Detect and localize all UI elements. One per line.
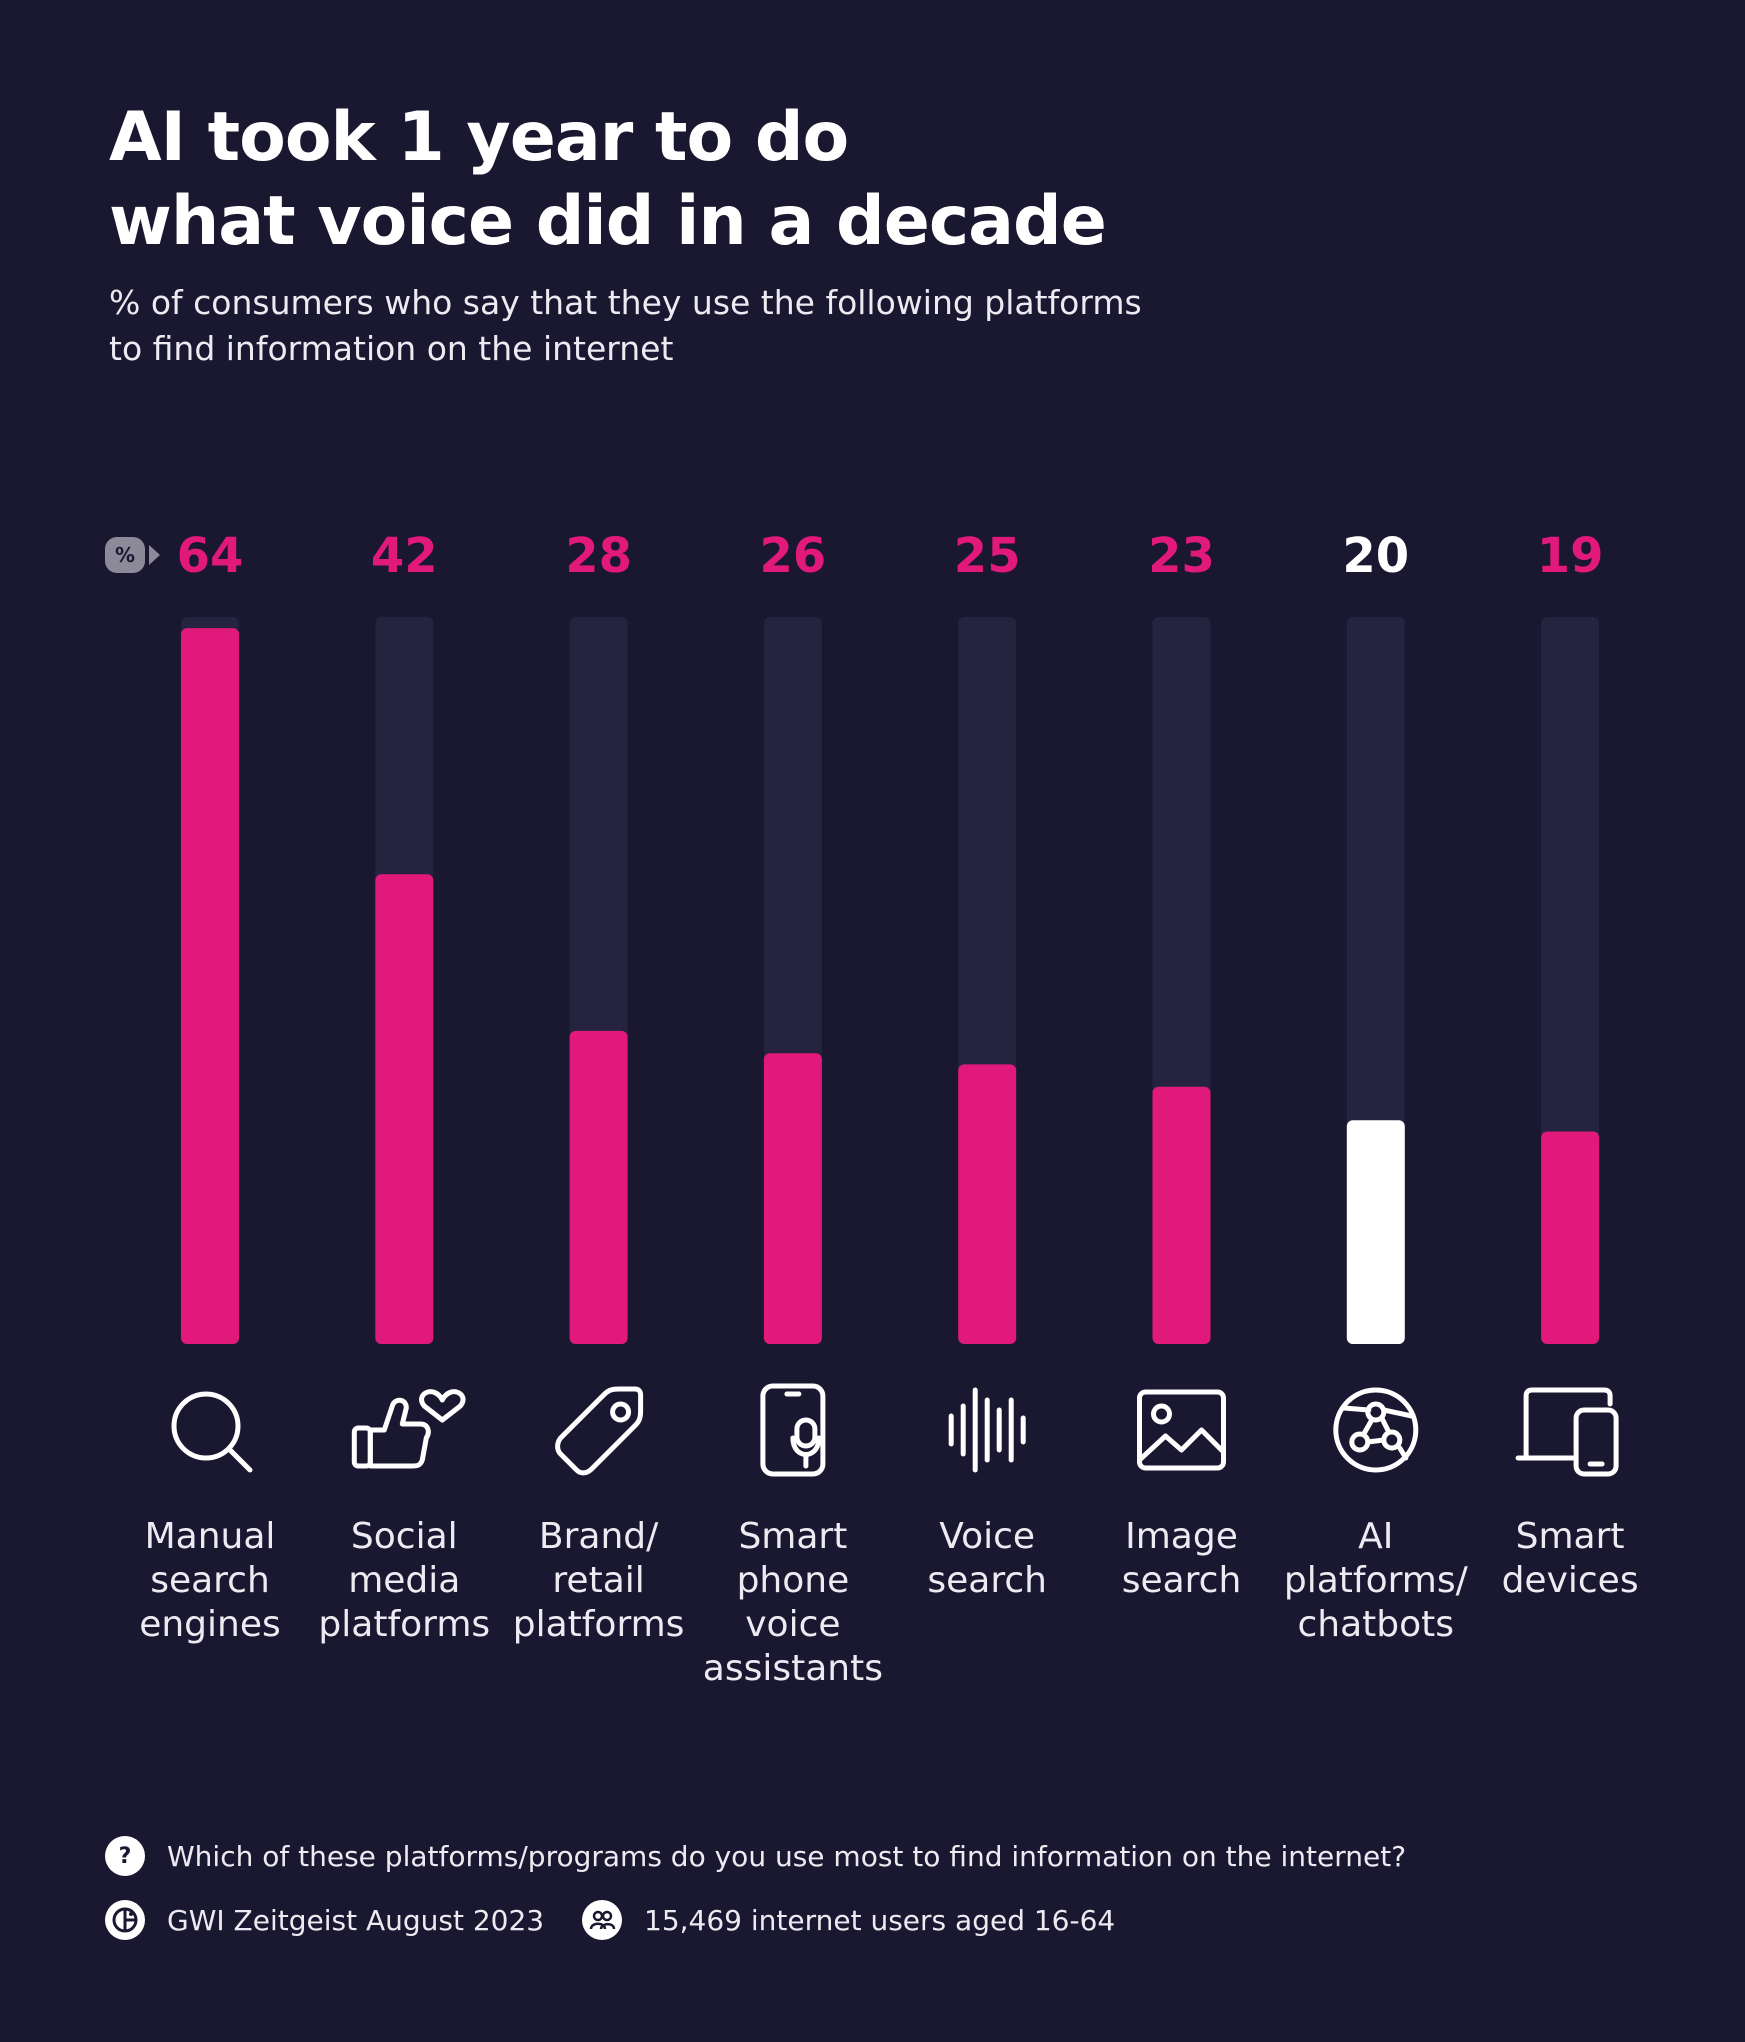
users-icon — [582, 1900, 622, 1940]
category-label-line: retail — [552, 1560, 644, 1601]
ai-network-icon — [1333, 1387, 1419, 1473]
category-label-line: voice — [745, 1604, 840, 1645]
devices-icon — [1515, 1387, 1619, 1477]
bar — [763, 1053, 822, 1344]
category-label: Image search — [1122, 1516, 1242, 1601]
search-icon — [171, 1391, 253, 1473]
bar — [958, 1064, 1017, 1344]
bar-value-label: 64 — [177, 528, 244, 584]
category-label-line: AI — [1358, 1516, 1393, 1557]
bar — [1346, 1120, 1405, 1344]
category-label-line: media — [348, 1560, 460, 1601]
chart-title-line-2: what voice did in a decade — [109, 182, 1107, 261]
chart-subtitle-line-2: to find information on the internet — [109, 329, 674, 368]
bar — [569, 1030, 628, 1344]
chart-subtitle-line-1: % of consumers who say that they use the… — [109, 283, 1142, 322]
percent-arrow-icon — [149, 545, 160, 565]
question-icon: ? — [105, 1836, 145, 1876]
bar — [1152, 1086, 1211, 1344]
category-label: AI platforms/chatbots — [1284, 1516, 1469, 1645]
category-label-line: phone — [737, 1560, 850, 1601]
bar-value-label: 23 — [1148, 528, 1215, 584]
bar — [375, 874, 434, 1344]
category-label-line: search — [1122, 1560, 1242, 1601]
gwi-logo-icon — [105, 1900, 145, 1940]
image-icon — [1137, 1389, 1226, 1471]
category-label: Smart devices — [1502, 1516, 1639, 1601]
bar — [181, 628, 239, 1344]
footer-source: GWI Zeitgeist August 2023 — [105, 1900, 544, 1940]
category-label: Voice search — [927, 1516, 1047, 1601]
footer-source-text: GWI Zeitgeist August 2023 — [167, 1903, 545, 1937]
category-label-line: devices — [1502, 1560, 1639, 1601]
chart-subtitle: % of consumers who say that they use the… — [109, 280, 1409, 372]
bar-value-label: 19 — [1537, 528, 1604, 584]
footer-sample-text: 15,469 internet users aged 16-64 — [644, 1903, 1116, 1937]
footer-sample: 15,469 internet users aged 16-64 — [582, 1900, 1115, 1940]
thumbs-up-heart-icon — [351, 1389, 466, 1469]
category-label-line: search — [927, 1560, 1047, 1601]
category-label-line: search — [150, 1560, 270, 1601]
category-label-line: platforms — [513, 1604, 685, 1645]
category-label-line: Brand/ — [539, 1516, 659, 1557]
category-label-line: chatbots — [1298, 1604, 1455, 1645]
sound-wave-icon — [948, 1387, 1026, 1473]
category-label-line: Smart — [1516, 1516, 1625, 1557]
category-label-line: engines — [139, 1604, 281, 1645]
bar-value-label: 42 — [371, 528, 438, 584]
category-label-line: platforms/ — [1284, 1560, 1469, 1601]
category-label-line: platforms — [318, 1604, 490, 1645]
bar-value-label: 26 — [760, 528, 827, 584]
category-label-line: Voice — [939, 1516, 1035, 1557]
smartphone-microphone-icon — [760, 1383, 826, 1477]
category-label-line: assistants — [703, 1648, 883, 1689]
category-label: Manual search engines — [139, 1516, 281, 1645]
bar-value-label: 25 — [954, 528, 1021, 584]
category-label: Social media platforms — [318, 1516, 490, 1645]
category-label-line: Smart — [738, 1516, 847, 1557]
category-label: Smart phone voice assistants — [703, 1516, 883, 1689]
percent-unit-badge: % — [105, 537, 145, 573]
category-label-line: Social — [351, 1516, 458, 1557]
bar-value-label: 20 — [1342, 528, 1409, 584]
category-label-line: Manual — [145, 1516, 276, 1557]
price-tag-icon — [555, 1386, 644, 1476]
chart-title-line-1: AI took 1 year to do — [109, 98, 849, 177]
footer-question-text: Which of these platforms/programs do you… — [167, 1839, 1407, 1873]
footer-question: ? Which of these platforms/programs do y… — [105, 1836, 1406, 1876]
category-label: Brand/retail platforms — [513, 1516, 685, 1645]
chart-title: AI took 1 year to do what voice did in a… — [109, 96, 1509, 264]
bar — [1541, 1131, 1600, 1344]
bar-value-label: 28 — [565, 528, 632, 584]
category-label-line: Image — [1125, 1516, 1238, 1557]
